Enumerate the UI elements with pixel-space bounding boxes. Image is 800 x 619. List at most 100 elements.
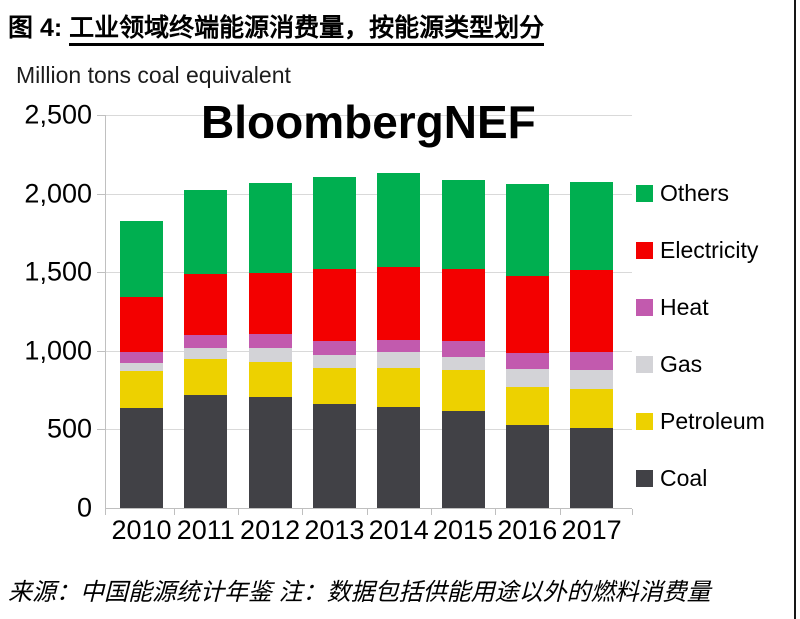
bar-segment-coal-2012 bbox=[248, 397, 292, 508]
x-axis-label-2013: 2013 bbox=[304, 515, 365, 545]
bar-segment-others-2010 bbox=[120, 221, 163, 297]
bar-segment-gas-2017 bbox=[570, 369, 614, 389]
x-axis-tick bbox=[559, 509, 561, 515]
x-axis-tick bbox=[302, 509, 304, 515]
x-axis-label-2012: 2012 bbox=[240, 515, 301, 545]
right-border-line bbox=[794, 0, 796, 619]
bar-segment-petroleum-2011 bbox=[184, 359, 228, 395]
y-axis-unit-label: Million tons coal equivalent bbox=[16, 62, 291, 88]
bar-segment-others-2011 bbox=[184, 190, 228, 274]
legend-swatch-petroleum-icon bbox=[636, 413, 653, 430]
y-axis-label: 2,000 bbox=[24, 178, 92, 209]
legend-item-coal: Coal bbox=[636, 465, 707, 492]
bar-segment-coal-2015 bbox=[441, 410, 485, 508]
y-axis-line bbox=[105, 115, 106, 508]
x-axis-label-2015: 2015 bbox=[432, 515, 494, 545]
y-axis-tick bbox=[97, 350, 105, 352]
bar-segment-electricity-2013 bbox=[312, 269, 356, 342]
legend-swatch-heat-icon bbox=[636, 299, 653, 316]
gridline-1,000 bbox=[105, 350, 632, 352]
bar-segment-others-2014 bbox=[377, 173, 421, 268]
bar-segment-coal-2011 bbox=[184, 394, 228, 508]
bar-segment-heat-2010 bbox=[120, 352, 163, 364]
legend-item-others: Others bbox=[636, 180, 729, 207]
y-axis-label: 1,500 bbox=[24, 256, 92, 287]
bar-segment-gas-2014 bbox=[377, 352, 421, 369]
bar-segment-coal-2014 bbox=[377, 406, 421, 508]
bar-segment-coal-2017 bbox=[570, 427, 614, 508]
legend-swatch-others-icon bbox=[636, 185, 653, 202]
x-axis-label-2016: 2016 bbox=[497, 515, 558, 545]
bar-segment-gas-2016 bbox=[505, 368, 549, 387]
bar-segment-electricity-2016 bbox=[505, 276, 549, 354]
legend-item-heat: Heat bbox=[636, 294, 709, 321]
gridline-2,500 bbox=[105, 115, 632, 116]
x-axis-tick bbox=[430, 509, 432, 515]
bar-segment-heat-2016 bbox=[505, 353, 549, 369]
x-axis-tick bbox=[105, 509, 106, 515]
y-axis-tick bbox=[97, 429, 105, 431]
bar-segment-petroleum-2013 bbox=[312, 368, 356, 405]
y-axis-tick bbox=[97, 115, 105, 116]
legend-swatch-coal-icon bbox=[636, 470, 653, 487]
legend-label-heat: Heat bbox=[660, 294, 709, 320]
x-axis-label-2017: 2017 bbox=[561, 515, 622, 545]
bar-segment-gas-2010 bbox=[120, 363, 163, 372]
y-axis-label: 1,000 bbox=[24, 335, 92, 366]
bar-segment-coal-2016 bbox=[505, 424, 549, 508]
x-axis-tick bbox=[238, 509, 239, 515]
bar-segment-petroleum-2010 bbox=[120, 371, 163, 409]
x-axis-tick bbox=[632, 509, 633, 515]
bar-segment-others-2012 bbox=[248, 183, 292, 273]
y-axis-tick bbox=[97, 193, 105, 195]
legend-item-electricity: Electricity bbox=[636, 237, 758, 264]
y-axis-tick bbox=[97, 272, 105, 274]
bar-segment-others-2013 bbox=[312, 177, 356, 270]
figure-title-prefix: 图 4: bbox=[8, 14, 70, 42]
source-note: 来源：中国能源统计年鉴 注：数据包括供能用途以外的燃料消费量 bbox=[8, 579, 711, 606]
legend-item-petroleum: Petroleum bbox=[636, 408, 765, 435]
bar-segment-electricity-2017 bbox=[570, 269, 614, 352]
bar-segment-gas-2012 bbox=[248, 347, 292, 362]
x-axis-label-2010: 2010 bbox=[111, 515, 172, 545]
legend-label-electricity: Electricity bbox=[660, 237, 759, 263]
bar-segment-gas-2015 bbox=[441, 357, 485, 371]
bar-segment-petroleum-2014 bbox=[377, 368, 421, 407]
x-axis-line bbox=[105, 508, 632, 509]
bar-segment-gas-2011 bbox=[184, 347, 228, 360]
bar-segment-electricity-2014 bbox=[377, 267, 421, 340]
bar-segment-heat-2017 bbox=[570, 351, 614, 370]
legend-swatch-gas-icon bbox=[636, 356, 653, 373]
bar-segment-others-2015 bbox=[441, 180, 485, 270]
bar-segment-gas-2013 bbox=[312, 354, 356, 369]
bar-segment-petroleum-2012 bbox=[248, 361, 292, 398]
y-axis-label: 0 bbox=[76, 492, 92, 523]
legend-label-gas: Gas bbox=[660, 351, 703, 377]
bar-segment-electricity-2015 bbox=[441, 269, 485, 342]
bar-segment-electricity-2012 bbox=[248, 272, 292, 335]
x-axis-label-2014: 2014 bbox=[368, 515, 429, 545]
bar-segment-petroleum-2015 bbox=[441, 370, 485, 411]
x-axis-tick bbox=[366, 509, 368, 515]
bar-segment-heat-2015 bbox=[441, 341, 485, 358]
bloombergnef-watermark: BloombergNEF bbox=[201, 96, 536, 148]
bar-segment-heat-2011 bbox=[184, 335, 228, 348]
legend-label-petroleum: Petroleum bbox=[660, 408, 765, 434]
bar-segment-electricity-2011 bbox=[184, 273, 228, 336]
figure-title-main: 工业领域终端能源消费量，按能源类型划分 bbox=[69, 14, 545, 46]
y-axis-label: 2,500 bbox=[24, 99, 92, 130]
legend-swatch-electricity-icon bbox=[636, 242, 653, 259]
gridline-500 bbox=[105, 429, 632, 431]
x-axis-tick bbox=[495, 509, 497, 515]
bar-segment-petroleum-2016 bbox=[505, 386, 549, 425]
bar-segment-electricity-2010 bbox=[120, 296, 163, 353]
legend-label-coal: Coal bbox=[660, 465, 708, 491]
bar-segment-coal-2010 bbox=[120, 408, 163, 508]
y-axis-label: 500 bbox=[46, 413, 92, 444]
gridline-2,000 bbox=[105, 193, 632, 195]
bar-segment-others-2016 bbox=[505, 184, 549, 277]
bar-segment-petroleum-2017 bbox=[570, 388, 614, 428]
bar-segment-heat-2014 bbox=[377, 339, 421, 353]
bar-segment-heat-2012 bbox=[248, 334, 292, 348]
